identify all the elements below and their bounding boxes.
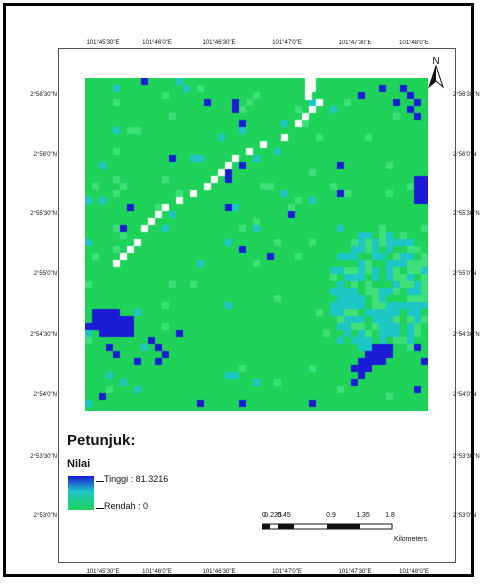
- longitude-tick-top: 101°45'30"E: [86, 40, 120, 46]
- latitude-tick-left: 2°56'30"N: [30, 92, 57, 98]
- scale-unit: Kilometers: [394, 536, 428, 543]
- scale-label: 0: [262, 512, 266, 519]
- latitude-tick-left: 2°54'0"N: [33, 392, 57, 398]
- legend-color-ramp: [68, 476, 94, 510]
- latitude-tick-left: 2°56'0"N: [33, 152, 57, 158]
- latitude-tick-right: 2°56'30"N: [453, 92, 480, 98]
- scale-label: 0.9: [326, 512, 336, 519]
- longitude-tick-top: 101°46'0"E: [142, 40, 172, 46]
- north-label: N: [432, 56, 439, 67]
- longitude-tick-top: 101°48'0"E: [399, 40, 429, 46]
- legend-leader-low: [96, 508, 104, 509]
- scale-label: 0.225: [264, 512, 282, 519]
- legend-high-label: Tinggi : 81.3216: [104, 474, 169, 484]
- scale-label: 1.35: [356, 512, 370, 519]
- legend-leader-high: [96, 481, 104, 482]
- latitude-tick-left: 2°53'30"N: [30, 454, 57, 460]
- north-arrow-icon: N: [427, 56, 445, 89]
- latitude-tick-right: 2°54'0"N: [453, 392, 477, 398]
- latitude-tick-right: 2°56'0"N: [453, 152, 477, 158]
- longitude-tick-top: 101°47'30"E: [338, 40, 372, 46]
- longitude-tick-bottom: 101°46'0"E: [142, 569, 172, 575]
- legend-low-label: Rendah : 0: [104, 501, 149, 511]
- longitude-tick-top: 101°46'30"E: [202, 40, 236, 46]
- scale-bar: 0 0.225 0.45 0.9 1.35 1.8: [262, 512, 395, 531]
- legend-field-name: Nilai: [67, 458, 91, 470]
- scale-label: 0.45: [277, 512, 291, 519]
- latitude-tick-left: 2°54'30"N: [30, 332, 57, 338]
- longitude-tick-bottom: 101°48'0"E: [399, 569, 429, 575]
- north-arrow: N: [425, 55, 447, 94]
- latitude-tick-right: 2°55'0"N: [453, 271, 477, 277]
- longitude-tick-bottom: 101°46'30"E: [202, 569, 236, 575]
- latitude-tick-left: 2°53'0"N: [33, 513, 57, 519]
- latitude-tick-left: 2°55'0"N: [33, 271, 57, 277]
- raster-map[interactable]: [85, 78, 428, 411]
- longitude-tick-top: 101°47'0"E: [272, 40, 302, 46]
- latitude-tick-right: 2°54'30"N: [453, 332, 480, 338]
- latitude-tick-right: 2°55'30"N: [453, 211, 480, 217]
- scale-label: 1.8: [385, 512, 395, 519]
- latitude-tick-left: 2°55'30"N: [30, 211, 57, 217]
- longitude-tick-bottom: 101°47'30"E: [338, 569, 372, 575]
- longitude-tick-bottom: 101°45'30"E: [86, 569, 120, 575]
- latitude-tick-right: 2°53'30"N: [453, 454, 480, 460]
- latitude-tick-right: 2°53'0"N: [453, 513, 477, 519]
- legend-title: Petunjuk:: [67, 432, 136, 449]
- longitude-tick-bottom: 101°47'0"E: [272, 569, 302, 575]
